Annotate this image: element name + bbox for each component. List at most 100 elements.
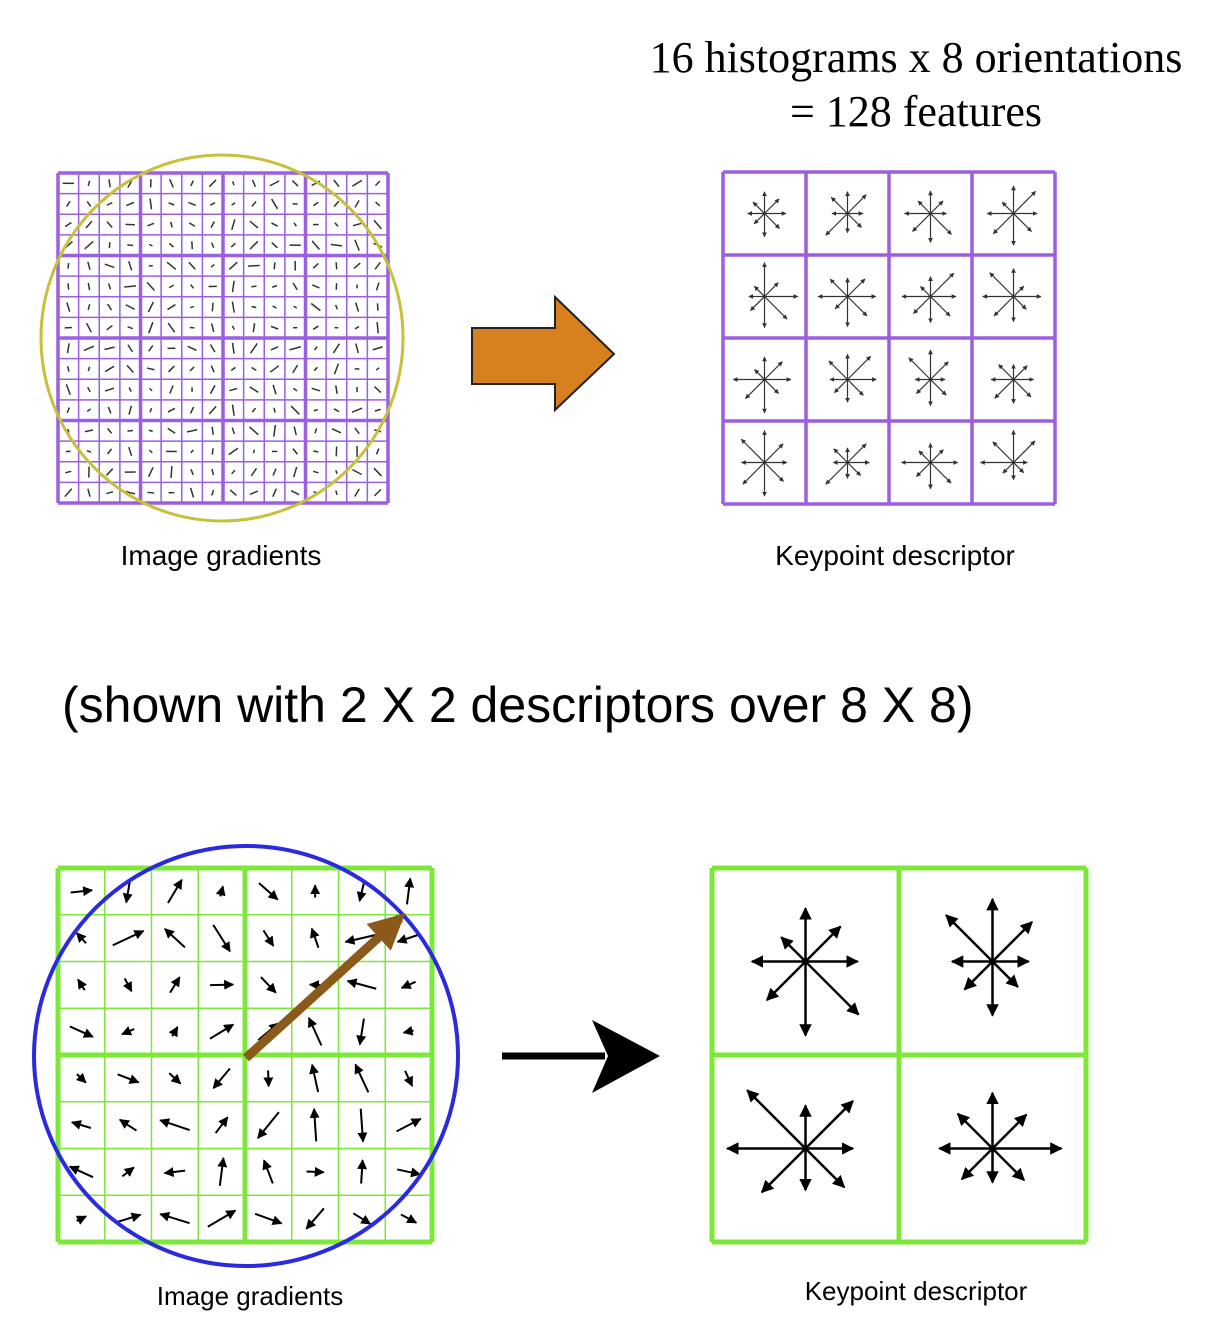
gradient-arrow xyxy=(212,1067,231,1090)
orientation-arrow xyxy=(960,1147,994,1181)
gradient-arrow xyxy=(271,198,279,210)
gradient-arrow xyxy=(168,178,174,188)
gradient-arrow xyxy=(376,321,379,334)
gradient-arrow xyxy=(353,262,361,270)
gradient-arrow xyxy=(64,221,72,228)
gradient-arrow xyxy=(309,1107,320,1142)
gradient-arrow xyxy=(352,222,362,227)
gradient-arrow xyxy=(75,1215,87,1225)
gradient-arrow xyxy=(170,466,173,478)
gradient-arrow xyxy=(351,179,363,187)
gradient-arrow xyxy=(66,366,70,372)
gradient-arrow xyxy=(210,264,215,268)
gradient-arrow xyxy=(87,366,91,372)
gradient-arrow xyxy=(217,1156,228,1186)
gradient-arrow xyxy=(396,933,420,944)
gradient-arrow xyxy=(148,243,153,247)
gradient-arrow xyxy=(186,429,198,433)
gradient-arrow xyxy=(292,466,298,478)
gradient-arrow xyxy=(330,243,343,247)
bottom-gradient-grid xyxy=(55,865,435,1245)
gradient-arrow xyxy=(293,222,298,227)
window-circle xyxy=(32,844,460,1268)
gradient-arrow xyxy=(335,385,338,394)
gradient-arrow xyxy=(375,448,380,455)
gradient-arrow xyxy=(65,470,72,474)
bottom-descriptor-grid xyxy=(709,865,1089,1245)
orientation-arrow xyxy=(847,462,861,476)
orientation-arrow xyxy=(804,1100,854,1150)
gradient-arrow xyxy=(67,263,70,269)
gradient-arrow xyxy=(148,449,153,454)
orientation-arrow xyxy=(930,361,949,380)
gradient-arrow xyxy=(168,1026,179,1038)
gradient-arrow xyxy=(211,468,215,476)
orientation-arrow xyxy=(956,1112,994,1150)
orientation-arrow xyxy=(745,379,765,399)
gradient-arrow xyxy=(189,487,195,498)
gradient-arrow xyxy=(106,324,113,331)
orientation-arrow xyxy=(847,278,866,297)
gradient-arrow xyxy=(231,469,236,475)
gradient-arrow xyxy=(85,220,93,229)
gradient-arrow xyxy=(257,1111,280,1139)
gradient-arrow xyxy=(357,1108,368,1143)
gradient-arrow xyxy=(231,280,235,293)
orientation-arrow xyxy=(764,443,784,463)
orientation-arrow xyxy=(1001,201,1014,214)
gradient-arrow xyxy=(148,387,153,392)
gradient-arrow xyxy=(167,303,176,311)
gradient-arrow xyxy=(66,343,70,354)
gradient-arrow xyxy=(210,221,216,228)
gradient-arrow xyxy=(210,323,215,333)
gradient-arrow xyxy=(355,343,360,354)
gradient-arrow xyxy=(311,387,321,392)
top-gradient-grid xyxy=(56,171,390,505)
orientation-arrow xyxy=(989,272,1014,297)
gradient-arrow xyxy=(208,179,217,188)
gradient-arrow xyxy=(210,202,216,206)
orientation-arrow xyxy=(847,443,867,463)
gradient-arrow xyxy=(311,284,320,289)
gradient-arrow xyxy=(107,283,112,290)
gradient-arrow xyxy=(104,387,115,392)
gradient-arrow xyxy=(163,1167,186,1178)
gradient-arrow xyxy=(106,303,113,311)
orientation-arrow xyxy=(764,379,779,394)
gradient-arrow xyxy=(104,263,115,269)
orientation-arrow xyxy=(833,379,848,394)
label: Image gradients xyxy=(157,1281,343,1311)
gradient-arrow xyxy=(258,882,279,901)
gradient-arrow xyxy=(66,428,70,433)
orientation-arrow xyxy=(930,213,952,235)
gradient-arrow xyxy=(252,323,256,333)
gradient-arrow xyxy=(208,405,217,415)
gradient-arrow xyxy=(65,384,71,396)
gradient-arrow xyxy=(209,344,216,353)
gradient-arrow xyxy=(293,426,297,436)
gradient-arrow xyxy=(115,1212,142,1224)
gradient-arrow xyxy=(168,284,175,289)
gradient-arrow xyxy=(214,1116,229,1134)
orientation-arrow xyxy=(754,369,765,380)
gradient-arrow xyxy=(148,429,153,433)
orientation-arrow xyxy=(1013,296,1027,310)
gradient-arrow xyxy=(374,408,381,412)
gradient-arrow xyxy=(262,1159,274,1184)
gradient-arrow xyxy=(169,976,181,994)
orientation-arrow xyxy=(992,441,1014,463)
title-line: = 128 features xyxy=(790,87,1042,136)
gradient-arrow xyxy=(305,1207,325,1230)
gradient-arrow xyxy=(210,979,235,990)
orange-arrow xyxy=(471,294,616,413)
label: Keypoint descriptor xyxy=(805,1276,1028,1306)
orientation-arrow xyxy=(825,462,848,485)
orientation-arrow xyxy=(918,450,931,463)
orientation-arrow xyxy=(764,296,788,320)
gradient-arrow xyxy=(346,978,377,990)
orientation-arrow xyxy=(992,213,1014,235)
gradient-arrow xyxy=(310,302,321,312)
gradient-arrow xyxy=(70,1120,92,1130)
gradient-arrow xyxy=(375,367,380,371)
gradient-arrow xyxy=(334,304,338,310)
